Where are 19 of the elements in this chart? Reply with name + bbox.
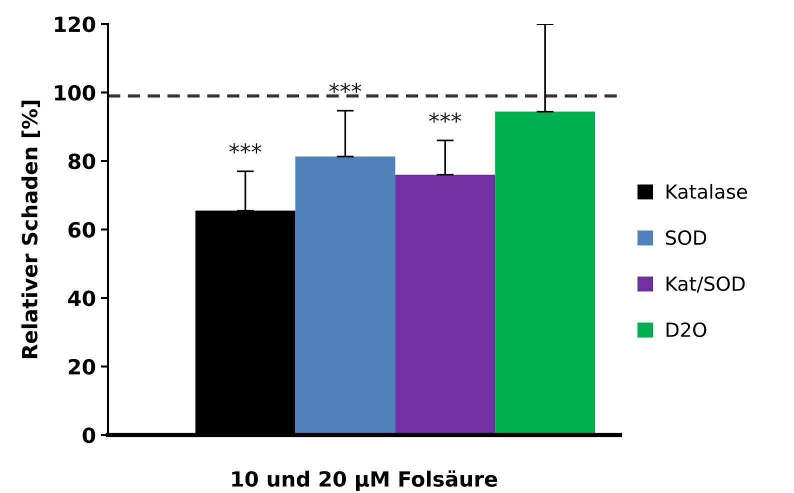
y-axis-title: Relativer Schaden [%] xyxy=(21,100,40,358)
bar xyxy=(295,156,396,435)
x-axis-title: 10 und 20 µM Folsäure xyxy=(232,470,498,491)
data-label: *** xyxy=(329,82,362,93)
legend-label: D2O xyxy=(666,322,706,338)
y-tick-label: 120 xyxy=(55,16,96,32)
y-tick-label: 0 xyxy=(82,427,96,444)
bar xyxy=(495,112,596,435)
data-label: *** xyxy=(229,143,262,154)
legend-label: Katalase xyxy=(666,184,747,199)
y-tick-label: 40 xyxy=(68,290,96,306)
data-label: *** xyxy=(429,112,462,123)
bar xyxy=(395,174,496,435)
y-tick-label: 60 xyxy=(68,222,96,238)
legend-label: SOD xyxy=(666,230,706,245)
y-tick-label: 80 xyxy=(68,153,96,170)
y-tick-label: 20 xyxy=(68,358,96,375)
legend-label: Kat/SOD xyxy=(666,276,745,293)
y-tick-label: 100 xyxy=(55,84,96,101)
